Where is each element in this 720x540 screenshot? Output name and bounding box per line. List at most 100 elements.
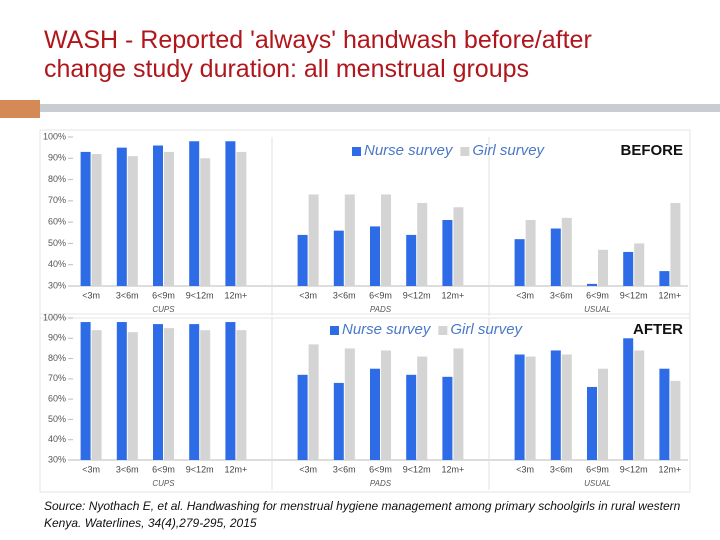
x-tick-label: 9<12m — [620, 290, 648, 300]
legend-swatch — [330, 326, 339, 335]
bar — [297, 234, 308, 286]
bar — [80, 322, 91, 460]
x-tick-label: 12m+ — [225, 464, 248, 474]
bar — [116, 322, 127, 460]
y-tick-label: 100% — [43, 312, 66, 322]
x-tick-label: <3m — [299, 464, 317, 474]
x-tick-label: 12m+ — [442, 464, 465, 474]
chart-frame — [39, 129, 691, 319]
y-tick-label: 40% — [48, 434, 66, 444]
legend-label: Nurse survey — [342, 321, 432, 338]
legend-label: Nurse survey — [364, 142, 454, 159]
bar — [236, 151, 247, 286]
x-tick-label: 3<6m — [333, 290, 356, 300]
bar — [164, 151, 174, 286]
x-tick-label: <3m — [82, 290, 100, 300]
y-tick-label: 80% — [48, 353, 66, 363]
bar — [442, 220, 453, 286]
y-tick-label: 80% — [48, 174, 66, 184]
bar — [91, 154, 102, 286]
bar — [550, 350, 561, 460]
bar — [225, 141, 236, 286]
x-tick-label: 6<9m — [586, 464, 609, 474]
slide-title: WASH - Reported 'always' handwash before… — [44, 26, 592, 83]
bar — [153, 324, 163, 460]
bar — [91, 330, 102, 460]
y-tick-label: 60% — [48, 217, 66, 227]
bar — [406, 234, 417, 286]
y-tick-label: 50% — [48, 414, 66, 424]
bar — [623, 251, 634, 286]
bar — [598, 249, 608, 286]
y-tick-label: 70% — [48, 373, 66, 383]
chart-label: BEFORE — [620, 142, 683, 159]
x-tick-label: 3<6m — [550, 290, 573, 300]
x-tick-label: 9<12m — [186, 464, 214, 474]
bar — [308, 344, 319, 460]
bar — [453, 207, 464, 286]
y-tick-label: 60% — [48, 394, 66, 404]
bar — [659, 271, 670, 286]
x-tick-label: <3m — [516, 290, 534, 300]
x-tick-label: 3<6m — [116, 290, 139, 300]
group-label: CUPS — [152, 305, 175, 314]
x-tick-label: 3<6m — [333, 464, 356, 474]
bar — [189, 141, 200, 286]
x-tick-label: 6<9m — [152, 290, 175, 300]
group-label: USUAL — [584, 479, 611, 488]
x-tick-label: 12m+ — [442, 290, 465, 300]
bar — [417, 202, 428, 286]
bar — [236, 330, 247, 460]
bar — [442, 376, 453, 460]
x-tick-label: <3m — [82, 464, 100, 474]
bar — [381, 350, 391, 460]
bar — [370, 226, 380, 286]
bar — [127, 156, 138, 286]
bar — [525, 220, 536, 286]
bar — [200, 158, 211, 286]
bar — [561, 354, 572, 460]
x-tick-label: <3m — [299, 290, 317, 300]
bar — [297, 374, 308, 460]
bar — [634, 350, 645, 460]
x-tick-label: 12m+ — [659, 464, 682, 474]
bar — [370, 368, 380, 460]
legend-swatch — [438, 326, 448, 335]
accent-bar — [0, 100, 40, 118]
legend-label: Girl survey — [472, 142, 545, 159]
bar — [189, 324, 200, 460]
x-tick-label: 6<9m — [369, 290, 392, 300]
legend-swatch — [460, 147, 470, 156]
y-tick-label: 90% — [48, 333, 66, 343]
bar — [225, 322, 236, 460]
bar — [659, 368, 670, 460]
legend-swatch — [352, 147, 361, 156]
x-tick-label: 6<9m — [152, 464, 175, 474]
x-tick-label: 9<12m — [186, 290, 214, 300]
y-tick-label: 50% — [48, 238, 66, 248]
bar — [634, 243, 645, 286]
group-label: USUAL — [584, 305, 611, 314]
bar — [670, 380, 681, 460]
bar — [561, 217, 572, 286]
title-rule — [40, 104, 720, 112]
bar — [598, 368, 608, 460]
x-tick-label: 6<9m — [369, 464, 392, 474]
bar — [127, 332, 138, 460]
x-tick-label: 3<6m — [550, 464, 573, 474]
chart-frame — [39, 313, 691, 493]
bar — [514, 354, 525, 460]
x-tick-label: 12m+ — [225, 290, 248, 300]
legend-label: Girl survey — [450, 321, 523, 338]
bar — [116, 147, 127, 286]
bar — [308, 194, 319, 286]
bar — [525, 356, 536, 460]
y-tick-label: 70% — [48, 195, 66, 205]
x-tick-label: 3<6m — [116, 464, 139, 474]
bar — [381, 194, 391, 286]
group-label: PADS — [370, 479, 392, 488]
y-tick-label: 30% — [48, 454, 66, 464]
bar — [417, 356, 428, 460]
x-tick-label: 12m+ — [659, 290, 682, 300]
